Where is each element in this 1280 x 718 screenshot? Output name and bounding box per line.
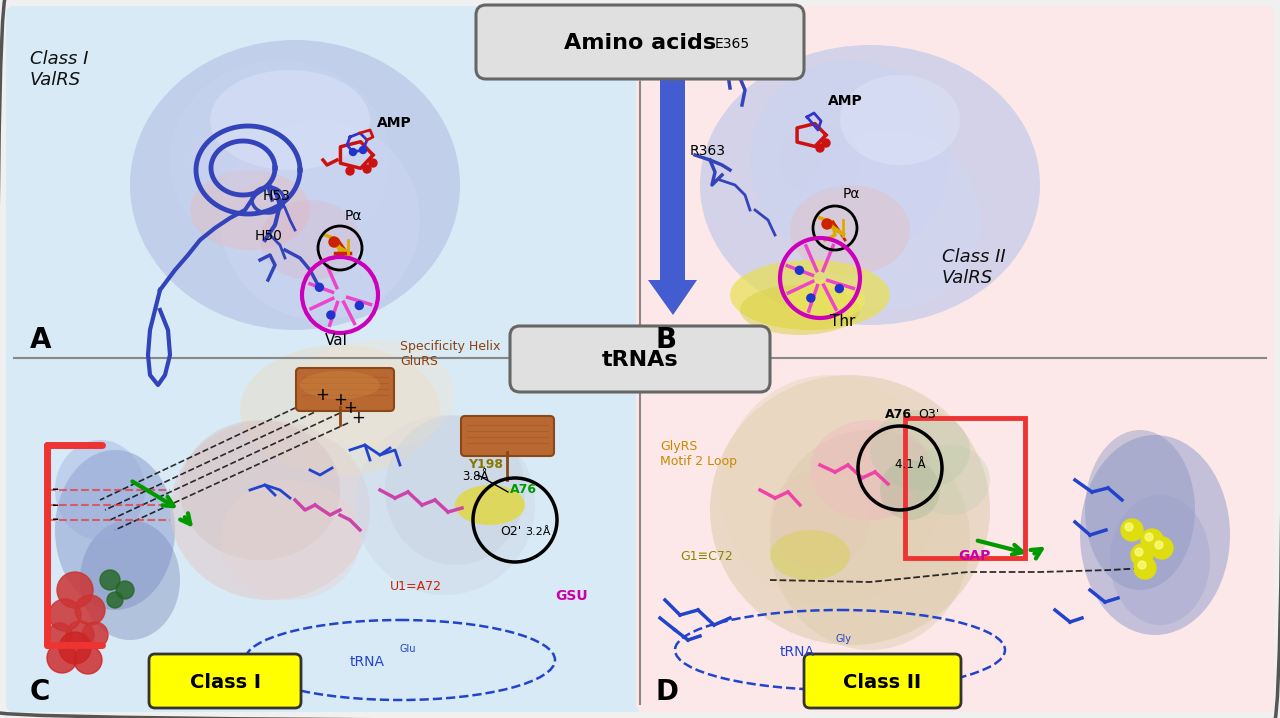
FancyBboxPatch shape xyxy=(148,654,301,708)
Ellipse shape xyxy=(840,75,960,165)
Ellipse shape xyxy=(180,420,340,560)
Circle shape xyxy=(1134,557,1156,579)
Ellipse shape xyxy=(385,415,525,565)
Text: Class I
ValRS: Class I ValRS xyxy=(29,50,88,89)
Circle shape xyxy=(724,57,735,67)
Text: tRNAs: tRNAs xyxy=(602,350,678,370)
Text: -: - xyxy=(52,510,59,529)
Ellipse shape xyxy=(810,420,931,520)
Circle shape xyxy=(329,237,339,247)
Ellipse shape xyxy=(780,125,860,195)
Circle shape xyxy=(116,581,134,599)
Circle shape xyxy=(49,599,81,631)
Text: Glu: Glu xyxy=(399,644,416,654)
Text: U1=A72: U1=A72 xyxy=(390,580,442,593)
Ellipse shape xyxy=(189,170,310,250)
Circle shape xyxy=(836,284,844,292)
Ellipse shape xyxy=(785,280,865,320)
Ellipse shape xyxy=(1110,495,1210,625)
Text: 4.1 Å: 4.1 Å xyxy=(895,458,925,471)
Circle shape xyxy=(326,311,335,319)
Ellipse shape xyxy=(870,410,970,490)
Ellipse shape xyxy=(170,420,370,600)
Ellipse shape xyxy=(710,375,989,645)
Polygon shape xyxy=(660,38,685,280)
FancyBboxPatch shape xyxy=(636,6,1274,712)
Ellipse shape xyxy=(55,450,175,610)
Ellipse shape xyxy=(210,70,370,170)
Text: O2': O2' xyxy=(500,525,521,538)
Circle shape xyxy=(82,622,108,648)
Text: B: B xyxy=(655,326,676,354)
Circle shape xyxy=(100,570,120,590)
Ellipse shape xyxy=(1085,430,1196,590)
FancyBboxPatch shape xyxy=(804,654,961,708)
Ellipse shape xyxy=(220,120,420,320)
Circle shape xyxy=(349,149,357,156)
Circle shape xyxy=(346,167,355,175)
Circle shape xyxy=(795,266,804,274)
Text: +: + xyxy=(315,386,329,404)
Circle shape xyxy=(369,159,378,167)
Text: Class II: Class II xyxy=(844,673,922,691)
Ellipse shape xyxy=(260,200,360,280)
Circle shape xyxy=(817,144,824,152)
Circle shape xyxy=(364,165,371,173)
Ellipse shape xyxy=(189,130,270,190)
Ellipse shape xyxy=(700,45,1039,325)
Circle shape xyxy=(1138,561,1146,569)
Text: Gly: Gly xyxy=(835,634,851,644)
Text: +: + xyxy=(351,409,365,427)
Text: R363: R363 xyxy=(690,144,726,158)
Text: 3.8Å: 3.8Å xyxy=(462,470,489,483)
Circle shape xyxy=(58,572,93,608)
Circle shape xyxy=(74,646,102,674)
Text: Pα: Pα xyxy=(346,209,362,223)
Text: Pα: Pα xyxy=(844,187,860,201)
Text: D: D xyxy=(655,678,678,706)
Text: Amino acids: Amino acids xyxy=(564,33,716,53)
Ellipse shape xyxy=(800,130,980,310)
Text: -: - xyxy=(52,495,59,515)
Circle shape xyxy=(1135,548,1143,556)
Circle shape xyxy=(1125,523,1133,531)
Ellipse shape xyxy=(300,371,380,399)
Text: Class I: Class I xyxy=(189,673,261,691)
Ellipse shape xyxy=(55,440,145,540)
Text: Y198: Y198 xyxy=(468,458,503,471)
Text: E365: E365 xyxy=(716,37,750,51)
Circle shape xyxy=(806,294,815,302)
Ellipse shape xyxy=(750,60,950,260)
Polygon shape xyxy=(648,280,698,315)
Circle shape xyxy=(1140,529,1164,551)
Ellipse shape xyxy=(730,260,890,330)
Text: tRNA: tRNA xyxy=(349,655,385,669)
FancyBboxPatch shape xyxy=(461,416,554,456)
Text: Class II
ValRS: Class II ValRS xyxy=(942,248,1006,286)
FancyBboxPatch shape xyxy=(6,6,644,712)
Ellipse shape xyxy=(294,340,454,450)
Text: H50: H50 xyxy=(255,229,283,243)
Ellipse shape xyxy=(1080,435,1230,635)
Circle shape xyxy=(315,284,324,292)
Circle shape xyxy=(108,592,123,608)
Text: H53: H53 xyxy=(262,189,291,203)
Ellipse shape xyxy=(719,375,940,605)
Text: GSU: GSU xyxy=(556,589,588,603)
Ellipse shape xyxy=(79,520,180,640)
Text: tRNA: tRNA xyxy=(780,645,815,659)
Circle shape xyxy=(76,595,105,625)
Text: O3': O3' xyxy=(918,408,940,421)
Circle shape xyxy=(1151,537,1172,559)
Text: A76: A76 xyxy=(884,408,911,421)
Circle shape xyxy=(67,621,93,649)
Circle shape xyxy=(1121,519,1143,541)
Text: GAP: GAP xyxy=(957,549,991,563)
Text: -: - xyxy=(52,480,59,500)
Circle shape xyxy=(822,139,829,147)
FancyBboxPatch shape xyxy=(509,326,771,392)
Text: A: A xyxy=(29,326,51,354)
Circle shape xyxy=(356,302,364,309)
Ellipse shape xyxy=(910,445,989,515)
